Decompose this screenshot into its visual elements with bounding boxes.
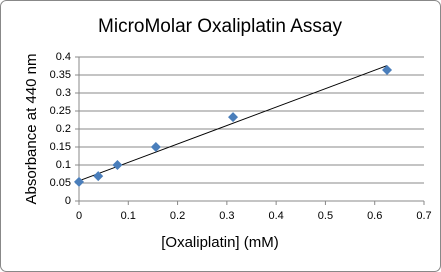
data-point <box>74 176 84 187</box>
y-tick-label: 0.05 <box>50 177 71 189</box>
y-axis-title: Absorbance at 440 nm <box>23 54 40 205</box>
y-tick-label: 0.3 <box>56 87 71 99</box>
y-tick-label: 0.4 <box>56 51 71 63</box>
x-tick-label: 0.6 <box>367 210 382 222</box>
y-tick-label: 0.35 <box>50 69 71 81</box>
chart-title: MicroMolar Oxaliplatin Assay <box>98 16 342 37</box>
data-point <box>112 160 123 170</box>
trendline <box>78 65 388 182</box>
x-tick-label: 0.2 <box>170 210 185 222</box>
x-axis-title: [Oxaliplatin] (mM) <box>161 234 279 251</box>
x-tick-label: 0.5 <box>318 210 333 222</box>
x-tick-label: 0 <box>76 210 82 222</box>
data-point <box>150 142 161 152</box>
y-tick-label: 0 <box>65 195 71 207</box>
y-tick-label: 0.15 <box>50 141 71 153</box>
data-point <box>93 171 104 182</box>
y-tick-label: 0.1 <box>56 159 71 171</box>
x-tick-label: 0.7 <box>416 210 431 222</box>
y-tick-label: 0.2 <box>56 123 71 135</box>
x-tick-label: 0.1 <box>121 210 136 222</box>
data-point <box>382 64 393 75</box>
x-tick-label: 0.3 <box>219 210 234 222</box>
data-point <box>228 112 239 123</box>
y-tick-label: 0.25 <box>50 105 71 117</box>
x-tick-label: 0.4 <box>268 210 283 222</box>
